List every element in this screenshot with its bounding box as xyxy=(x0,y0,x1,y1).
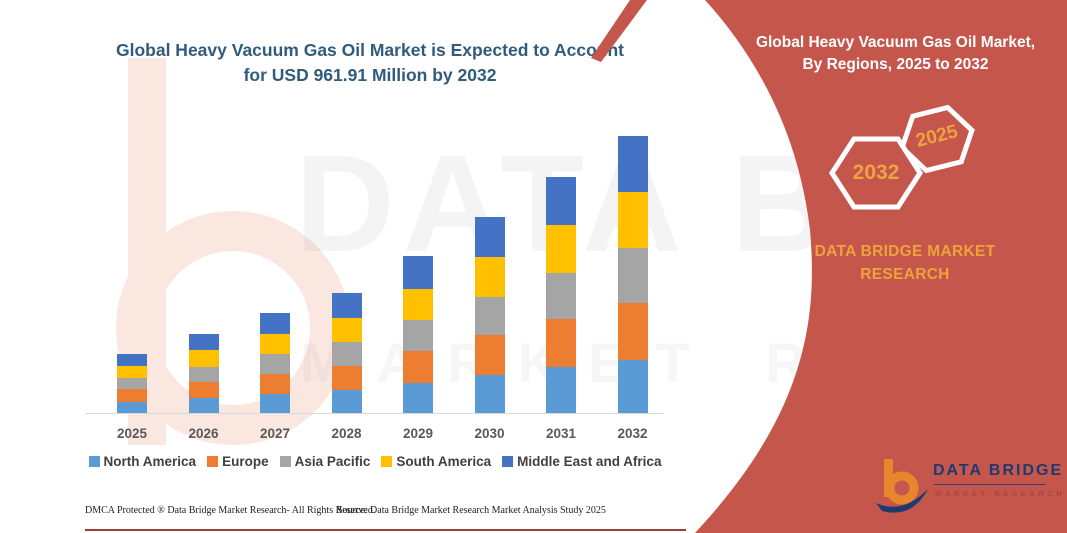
chart-title-line2: for USD 961.91 Million by 2032 xyxy=(243,65,497,85)
x-axis-label: 2032 xyxy=(617,426,648,441)
legend-swatch-icon xyxy=(381,456,393,467)
x-axis-label: 2029 xyxy=(402,426,434,441)
chart-title: Global Heavy Vacuum Gas Oil Market is Ex… xyxy=(85,38,655,88)
bar-segment xyxy=(117,389,147,403)
bar-segment xyxy=(331,365,362,391)
bar-segment xyxy=(403,256,433,289)
legend-swatch-icon xyxy=(207,456,219,467)
legend-label: North America xyxy=(103,454,197,469)
bar-segment xyxy=(117,354,147,367)
dbmr-b-icon xyxy=(876,459,928,513)
bar-segment xyxy=(474,296,505,336)
bar-segment xyxy=(546,272,576,320)
legend-swatch-icon xyxy=(502,456,514,467)
panel-brand-text: DATA BRIDGE MARKET RESEARCH xyxy=(790,240,1020,286)
x-axis-label: 2027 xyxy=(259,426,291,441)
x-axis-label: 2026 xyxy=(188,426,219,441)
bar-segment xyxy=(546,367,576,414)
red-panel-shape xyxy=(695,0,1067,533)
logo-sub-text: MARKET RESEARCH xyxy=(935,489,1066,498)
bar-segment xyxy=(188,366,219,382)
bar-segment xyxy=(260,373,290,395)
x-axis-label: 2030 xyxy=(474,426,505,441)
bar-segment xyxy=(617,191,648,248)
dbmr-logo: DATA BRIDGE MARKET RESEARCH xyxy=(876,455,1062,517)
legend-label: Asia Pacific xyxy=(294,454,371,469)
legend-swatch-icon xyxy=(88,456,100,467)
bar-segment xyxy=(117,378,147,390)
legend-label: Europe xyxy=(222,454,269,469)
hexagon-2025-icon xyxy=(899,104,975,174)
legend-item: Middle East and Africa xyxy=(502,454,661,469)
bar-segment xyxy=(260,354,290,374)
red-accent-stripe xyxy=(591,0,647,62)
legend-label: South America xyxy=(396,454,492,469)
panel-title-line1: Global Heavy Vacuum Gas Oil Market, xyxy=(755,34,1036,51)
bar-segment xyxy=(474,256,505,297)
bar-segment xyxy=(331,342,362,366)
hexagon-2032-icon xyxy=(829,136,923,210)
legend-swatch-icon xyxy=(279,456,291,467)
bar-segment xyxy=(617,302,648,360)
x-axis-label: 2031 xyxy=(545,426,577,441)
logo-name-text: DATA BRIDGE xyxy=(933,462,1064,479)
bar-segment xyxy=(474,335,505,376)
bar-segment xyxy=(188,398,219,414)
chart-legend: North America Europe Asia Pacific South Ame… xyxy=(78,454,672,469)
bar-segment xyxy=(403,383,433,414)
bar-segment xyxy=(117,366,147,379)
panel-title: Global Heavy Vacuum Gas Oil Market, By R… xyxy=(733,32,1058,76)
bar-segment xyxy=(546,319,576,368)
bar-segment xyxy=(617,247,648,303)
bar-segment xyxy=(546,176,576,225)
bar-segment xyxy=(474,216,505,257)
chart-title-line1: Global Heavy Vacuum Gas Oil Market is Ex… xyxy=(116,40,624,60)
logo-divider xyxy=(934,484,1046,485)
bar-segment xyxy=(617,359,648,414)
bar-segment xyxy=(546,224,576,273)
bar-segment xyxy=(331,293,362,319)
legend-item: Europe xyxy=(207,454,269,469)
bar-segment xyxy=(260,394,290,414)
hexagon-2032-label: 2032 xyxy=(852,161,900,184)
bar-segment xyxy=(188,350,219,367)
bar-segment xyxy=(617,136,648,192)
bar-segment xyxy=(188,334,219,351)
legend-label: Middle East and Africa xyxy=(517,454,662,469)
footer-copyright: DMCA Protected ® Data Bridge Market Rese… xyxy=(85,505,376,516)
bar-segment xyxy=(260,333,290,355)
bar-segment xyxy=(331,318,362,343)
bar-segment xyxy=(117,402,147,414)
legend-item: South America xyxy=(381,454,491,469)
panel-title-line2: By Regions, 2025 to 2032 xyxy=(802,56,989,73)
x-axis-label: 2025 xyxy=(116,426,148,441)
panel-brand-line1: DATA BRIDGE MARKET xyxy=(814,243,996,260)
footer-source: Source: Data Bridge Market Research Mark… xyxy=(337,505,606,516)
x-axis-label: 2028 xyxy=(331,426,362,441)
bar-segment xyxy=(188,381,219,399)
legend-item: Asia Pacific xyxy=(279,454,371,469)
bar-segment xyxy=(260,313,290,334)
bar-segment xyxy=(403,350,433,384)
bar-segment xyxy=(331,390,362,414)
x-axis-line xyxy=(86,413,664,414)
legend-item: North America xyxy=(88,454,197,469)
bar-segment xyxy=(403,288,433,321)
footer-divider xyxy=(85,529,686,531)
panel-brand-line2: RESEARCH xyxy=(860,266,950,283)
bar-segment xyxy=(403,320,433,351)
bar-segment xyxy=(474,375,505,414)
